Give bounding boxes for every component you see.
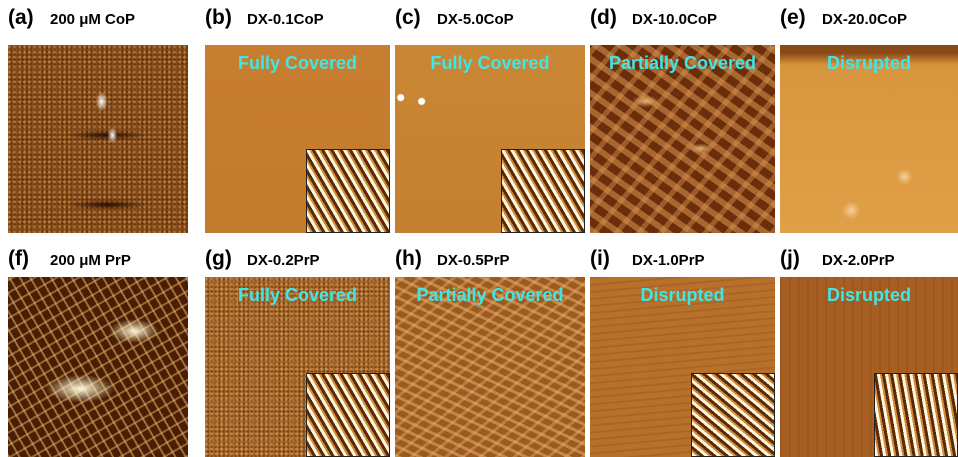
inset-image (501, 149, 585, 233)
coverage-status: Fully Covered (205, 285, 390, 306)
panel-label: (i) (590, 247, 610, 271)
panel-title: DX-2.0PrP (822, 252, 895, 269)
afm-image: Fully Covered (205, 45, 390, 233)
panel-label: (c) (395, 6, 421, 30)
afm-image: Partially Covered (395, 277, 585, 457)
panel-label: (e) (780, 6, 806, 30)
afm-image: Partially Covered (590, 45, 775, 233)
panel-label: (b) (205, 6, 232, 30)
panel-title: DX-20.0CoP (822, 11, 907, 28)
afm-image: Fully Covered (205, 277, 390, 457)
panel-title: 200 μM PrP (50, 252, 131, 269)
panel-title: 200 μM CoP (50, 11, 135, 28)
coverage-status: Partially Covered (395, 285, 585, 306)
panel-title: DX-5.0CoP (437, 11, 514, 28)
afm-image: Disrupted (780, 45, 958, 233)
coverage-status: Disrupted (780, 53, 958, 74)
afm-image (8, 45, 188, 233)
afm-image: Disrupted (780, 277, 958, 457)
panel-title: DX-10.0CoP (632, 11, 717, 28)
panel-label: (h) (395, 247, 422, 271)
afm-image (8, 277, 188, 457)
inset-image (874, 373, 958, 457)
panel-label: (j) (780, 247, 800, 271)
figure: (a) 200 μM CoP (b) DX-0.1CoP Fully Covered (c… (0, 0, 958, 457)
afm-image: Fully Covered (395, 45, 585, 233)
panel-label: (f) (8, 247, 29, 271)
panel-title: DX-0.1CoP (247, 11, 324, 28)
afm-image: Disrupted (590, 277, 775, 457)
panel-title: DX-1.0PrP (632, 252, 705, 269)
panel-title: DX-0.5PrP (437, 252, 510, 269)
coverage-status: Fully Covered (395, 53, 585, 74)
inset-image (306, 373, 390, 457)
coverage-status: Fully Covered (205, 53, 390, 74)
panel-label: (a) (8, 6, 34, 30)
panel-label: (d) (590, 6, 617, 30)
coverage-status: Partially Covered (590, 53, 775, 74)
inset-image (691, 373, 775, 457)
coverage-status: Disrupted (780, 285, 958, 306)
panel-label: (g) (205, 247, 232, 271)
inset-image (306, 149, 390, 233)
panel-title: DX-0.2PrP (247, 252, 320, 269)
coverage-status: Disrupted (590, 285, 775, 306)
